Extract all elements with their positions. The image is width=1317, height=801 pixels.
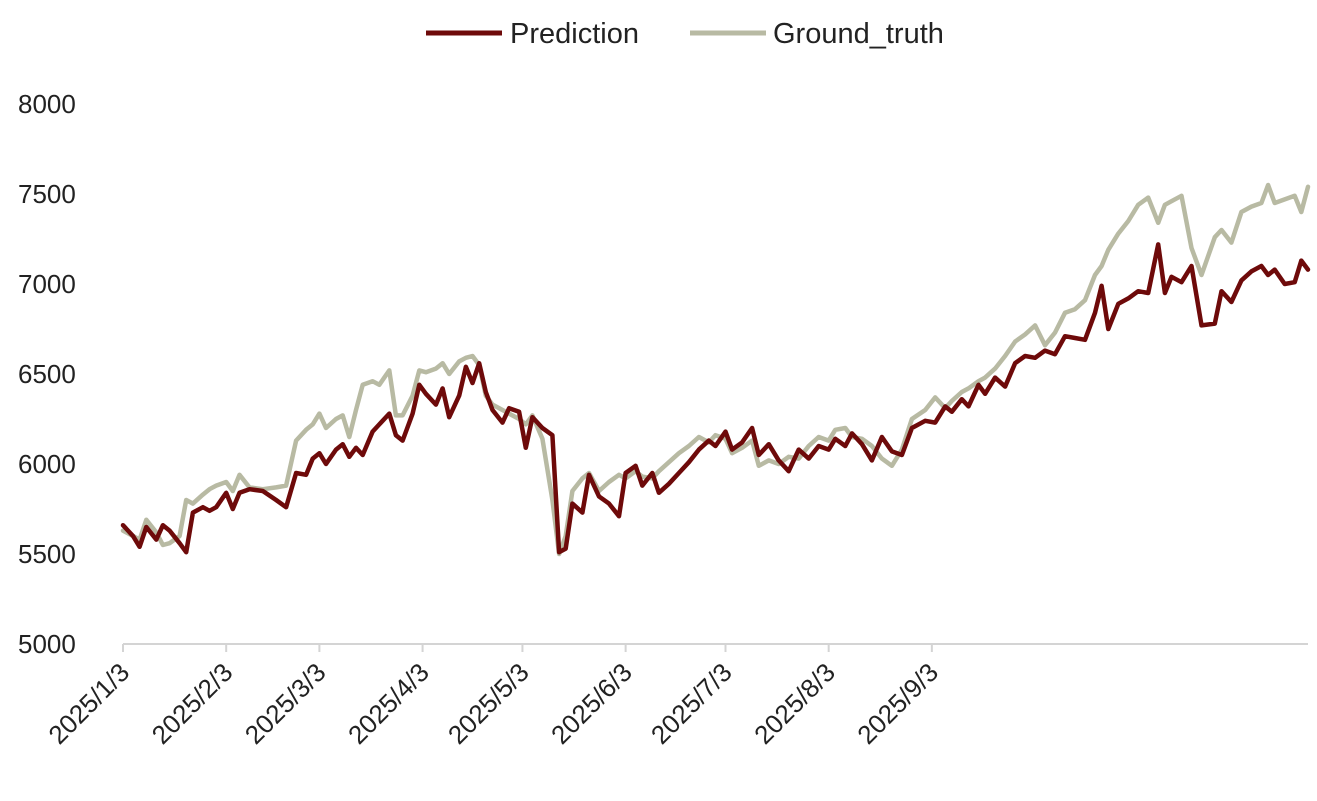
series-line-ground-truth	[120, 182, 1311, 557]
x-axis: 2025/1/3 2025/2/3 2025/3/3 2025/4/3 2025/5/3…	[42, 643, 1308, 750]
x-tick-label: 2025/2/3	[146, 657, 239, 750]
series-line-prediction	[120, 242, 1311, 555]
x-tick-label: 2025/4/3	[342, 657, 435, 750]
x-tick-label: 2025/7/3	[645, 657, 738, 750]
y-tick-label: 7000	[18, 269, 76, 299]
series-layer	[120, 182, 1311, 557]
y-tick-label: 5000	[18, 629, 76, 659]
x-tick-label: 2025/3/3	[239, 657, 332, 750]
legend: Prediction Ground_truth	[426, 18, 944, 50]
x-tick-label: 2025/8/3	[748, 657, 841, 750]
y-tick-label: 7500	[18, 179, 76, 209]
x-tick-label: 2025/5/3	[442, 657, 535, 750]
x-tick-label: 2025/6/3	[545, 657, 638, 750]
y-tick-label: 8000	[18, 89, 76, 119]
legend-label-ground-truth: Ground_truth	[773, 18, 944, 50]
y-axis: 5000 5500 6000 6500 7000 7500 8000	[18, 89, 76, 659]
y-tick-label: 6500	[18, 359, 76, 389]
y-tick-label: 6000	[18, 449, 76, 479]
x-tick-label: 2025/1/3	[42, 657, 135, 750]
y-tick-label: 5500	[18, 539, 76, 569]
legend-label-prediction: Prediction	[510, 18, 639, 50]
x-tick-label: 2025/9/3	[851, 657, 944, 750]
